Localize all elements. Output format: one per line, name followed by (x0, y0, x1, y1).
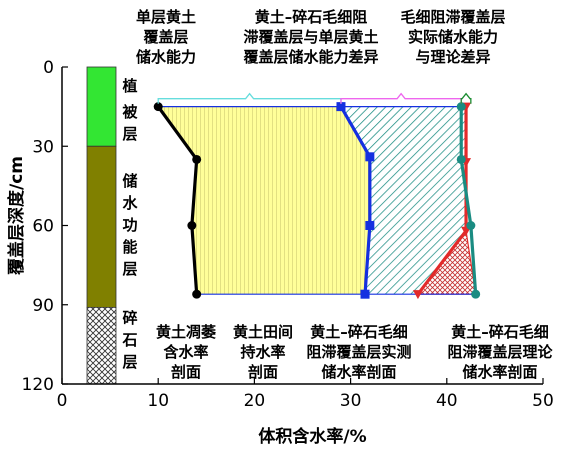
layer-label-char: 水 (122, 194, 138, 212)
annotation-diff: 覆盖层储水能力差异 (243, 48, 378, 66)
annotation-diff: 滞覆盖层与单层黄土 (243, 28, 378, 46)
profile-point-field (360, 289, 370, 299)
x-tick-label: 0 (57, 391, 68, 411)
x-axis-title: 体积含水率/% (258, 426, 366, 447)
annotation-wilting: 黄土凋萎 (156, 323, 217, 341)
profile-line-theory (459, 106, 478, 295)
profile-point-wilting (192, 154, 202, 164)
bracket-difference (340, 92, 462, 104)
layer-label-char: 储 (122, 172, 137, 190)
profile-point-theory (456, 102, 466, 112)
annotation-actual: 毛细阻滞覆盖层 (400, 8, 505, 26)
soil-layer-column (86, 66, 117, 385)
annotation-single: 覆盖层 (143, 28, 188, 46)
difference-brackets (157, 92, 472, 104)
annotation-diff: 黄土–碎石毛细阻 (255, 8, 368, 26)
profile-point-theory (471, 289, 481, 299)
profile-point-theory (466, 221, 476, 230)
profile-point-field (365, 152, 375, 162)
annotation-actual: 实际储水能力 (408, 28, 498, 46)
profile-point-wilting (153, 102, 163, 112)
layer-label-char: 能 (122, 238, 137, 256)
layer-label-char: 功 (122, 216, 137, 234)
annotation-measured: 储水率剖面 (321, 363, 396, 381)
annotation-field: 持水率 (240, 343, 285, 361)
y-axis-title: 覆盖层深度/cm (6, 156, 27, 275)
x-tick-label: 40 (436, 391, 458, 411)
layer-label-char: 被 (122, 103, 138, 121)
x-tick-label: 10 (147, 391, 169, 411)
annotation-measured: 黄土–碎石毛细 (310, 323, 408, 341)
annotation-theory: 黄土–碎石毛细 (451, 323, 549, 341)
layer-band (86, 306, 117, 385)
layer-band (86, 66, 117, 147)
y-tick-label: 90 (32, 296, 54, 316)
layer-label-char: 植 (122, 77, 137, 95)
profile-point-wilting (192, 289, 202, 299)
moisture-fill-areas (158, 106, 477, 295)
layer-label-char: 层 (122, 353, 137, 371)
annotation-wilting: 剖面 (171, 363, 201, 381)
annotation-measured: 阻滞覆盖层实测 (306, 343, 411, 361)
profile-point-field (336, 102, 346, 112)
profile-point-theory (456, 154, 466, 164)
annotation-actual: 与理论差异 (415, 48, 490, 66)
y-tick-label: 30 (32, 137, 54, 157)
profile-point-measured (412, 290, 423, 300)
annotation-theory: 阻滞覆盖层理论 (447, 343, 553, 361)
annotation-field: 黄土田间 (233, 323, 293, 341)
moisture-profiles (153, 102, 481, 300)
annotation-wilting: 含水率 (163, 343, 208, 361)
layer-label-char: 层 (122, 260, 137, 278)
annotation-single: 单层黄土 (136, 8, 196, 26)
profile-line-wilting (156, 105, 199, 295)
profile-point-field (365, 221, 375, 230)
single-loess-storage-area (158, 106, 370, 295)
y-tick-label: 60 (32, 217, 54, 237)
layer-label-char: 碎 (122, 309, 137, 327)
annotation-single: 储水能力 (136, 48, 196, 66)
x-tick-label: 30 (340, 391, 362, 411)
layer-band (86, 145, 117, 308)
profile-line-field (339, 105, 372, 295)
annotation-field: 剖面 (248, 363, 278, 381)
annotation-theory: 储水率剖面 (462, 363, 537, 381)
profile-point-wilting (187, 221, 197, 230)
y-tick-label: 120 (22, 375, 54, 395)
chart-axes: 0 10 20 30 40 50 0 30 60 90 120 体积含水率/% 覆盖层深度/cm (6, 58, 554, 447)
layer-label-char: 石 (121, 331, 137, 349)
layer-label-char: 层 (122, 125, 137, 143)
x-tick-label: 20 (244, 391, 266, 411)
bracket-actual-vs-theory (460, 92, 472, 104)
bracket-single-loess (157, 92, 342, 104)
x-tick-label: 50 (532, 391, 554, 411)
y-tick-label: 0 (43, 58, 54, 78)
